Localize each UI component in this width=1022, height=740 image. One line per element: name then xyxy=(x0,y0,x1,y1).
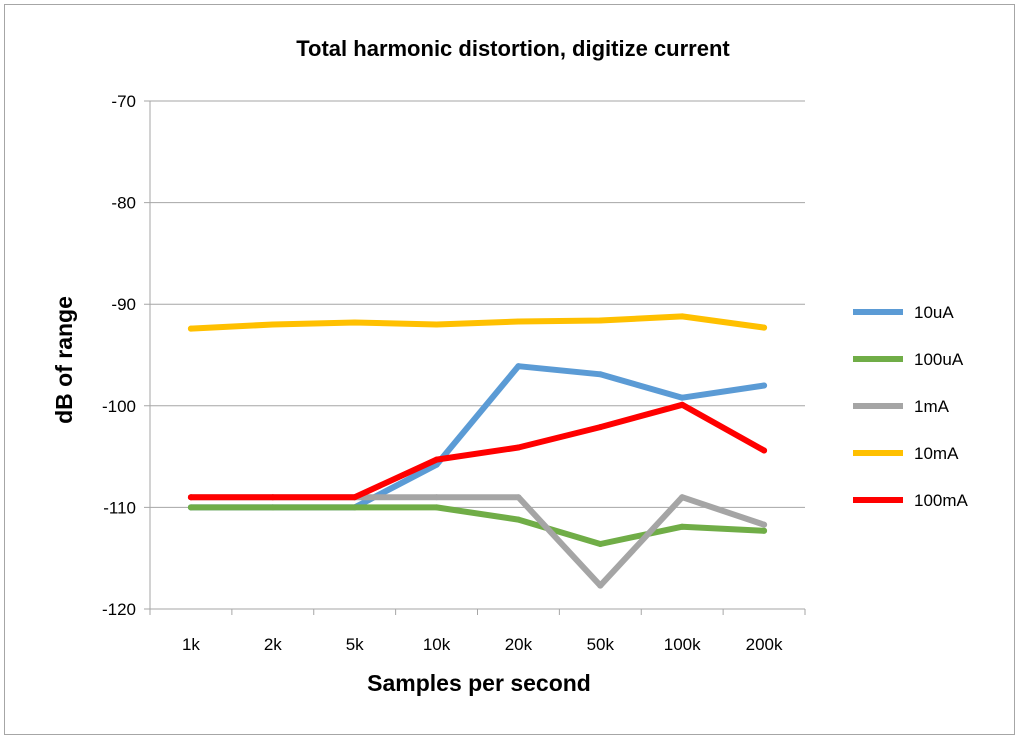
x-tick-label: 100k xyxy=(664,635,701,654)
data-point xyxy=(433,494,440,501)
x-tick-label: 50k xyxy=(587,635,615,654)
legend: 10uA 100uA 1mA 10mA 100mA xyxy=(853,303,969,510)
series-line-1mA xyxy=(187,494,768,589)
data-point xyxy=(515,444,522,451)
data-point xyxy=(433,504,440,511)
axes xyxy=(149,101,806,615)
data-point xyxy=(761,447,768,454)
x-tick-label: 2k xyxy=(264,635,282,654)
data-point xyxy=(761,527,768,534)
series-line-100uA xyxy=(187,504,768,547)
series-line-10uA xyxy=(187,363,768,511)
data-point xyxy=(187,504,194,511)
data-point xyxy=(433,456,440,463)
data-point xyxy=(597,424,604,431)
data-point xyxy=(761,382,768,389)
y-tick-label: -110 xyxy=(103,498,136,517)
data-point xyxy=(679,394,686,401)
series-line-100mA xyxy=(187,401,768,501)
data-point xyxy=(187,325,194,332)
x-tick-label: 10k xyxy=(423,635,451,654)
x-tick-label: 20k xyxy=(505,635,533,654)
data-point xyxy=(761,521,768,528)
data-point xyxy=(597,582,604,589)
data-point xyxy=(433,321,440,328)
y-tick-label: -70 xyxy=(111,92,136,111)
series-10mA xyxy=(187,313,768,332)
data-point xyxy=(515,363,522,370)
chart-title: Total harmonic distortion, digitize curr… xyxy=(296,36,730,61)
data-point xyxy=(679,523,686,530)
legend-item-10mA: 10mA xyxy=(853,444,959,463)
series-line-10mA xyxy=(187,313,768,332)
y-tick-label: -90 xyxy=(111,295,136,314)
data-point xyxy=(679,401,686,408)
data-point xyxy=(597,371,604,378)
y-tick-label: -80 xyxy=(111,194,136,213)
data-point xyxy=(187,494,194,501)
gridlines xyxy=(144,100,805,610)
y-axis-title: dB of range xyxy=(51,296,77,424)
data-point xyxy=(269,504,276,511)
legend-label: 100mA xyxy=(914,491,969,510)
data-point xyxy=(351,504,358,511)
data-point xyxy=(597,540,604,547)
data-point xyxy=(351,494,358,501)
data-point xyxy=(679,313,686,320)
data-point xyxy=(351,319,358,326)
series-100uA xyxy=(187,504,768,547)
x-tick-label: 5k xyxy=(346,635,364,654)
legend-label: 100uA xyxy=(914,350,964,369)
y-tick-label: -100 xyxy=(102,397,136,416)
chart-frame: Total harmonic distortion, digitize curr… xyxy=(4,4,1015,735)
data-point xyxy=(515,494,522,501)
legend-item-1mA: 1mA xyxy=(853,397,950,416)
series-100mA xyxy=(187,401,768,501)
series-10uA xyxy=(187,363,768,511)
x-tick-label: 200k xyxy=(746,635,783,654)
legend-item-10uA: 10uA xyxy=(853,303,954,322)
data-point xyxy=(597,317,604,324)
data-point xyxy=(515,516,522,523)
legend-item-100uA: 100uA xyxy=(853,350,964,369)
data-point xyxy=(269,321,276,328)
legend-item-100mA: 100mA xyxy=(853,491,969,510)
line-chart: Total harmonic distortion, digitize curr… xyxy=(51,36,969,696)
tick-labels: -70 -80 -90 -100 -110 -120 1k 2k 5k 10k 20k 50k 100k… xyxy=(102,92,783,654)
data-point xyxy=(515,318,522,325)
x-tick-label: 1k xyxy=(182,635,200,654)
data-point xyxy=(679,494,686,501)
data-point xyxy=(269,494,276,501)
legend-label: 1mA xyxy=(914,397,950,416)
series-lines xyxy=(187,313,768,589)
data-point xyxy=(761,324,768,331)
legend-label: 10mA xyxy=(914,444,959,463)
y-tick-label: -120 xyxy=(102,600,136,619)
legend-label: 10uA xyxy=(914,303,954,322)
x-axis-title: Samples per second xyxy=(367,670,591,696)
